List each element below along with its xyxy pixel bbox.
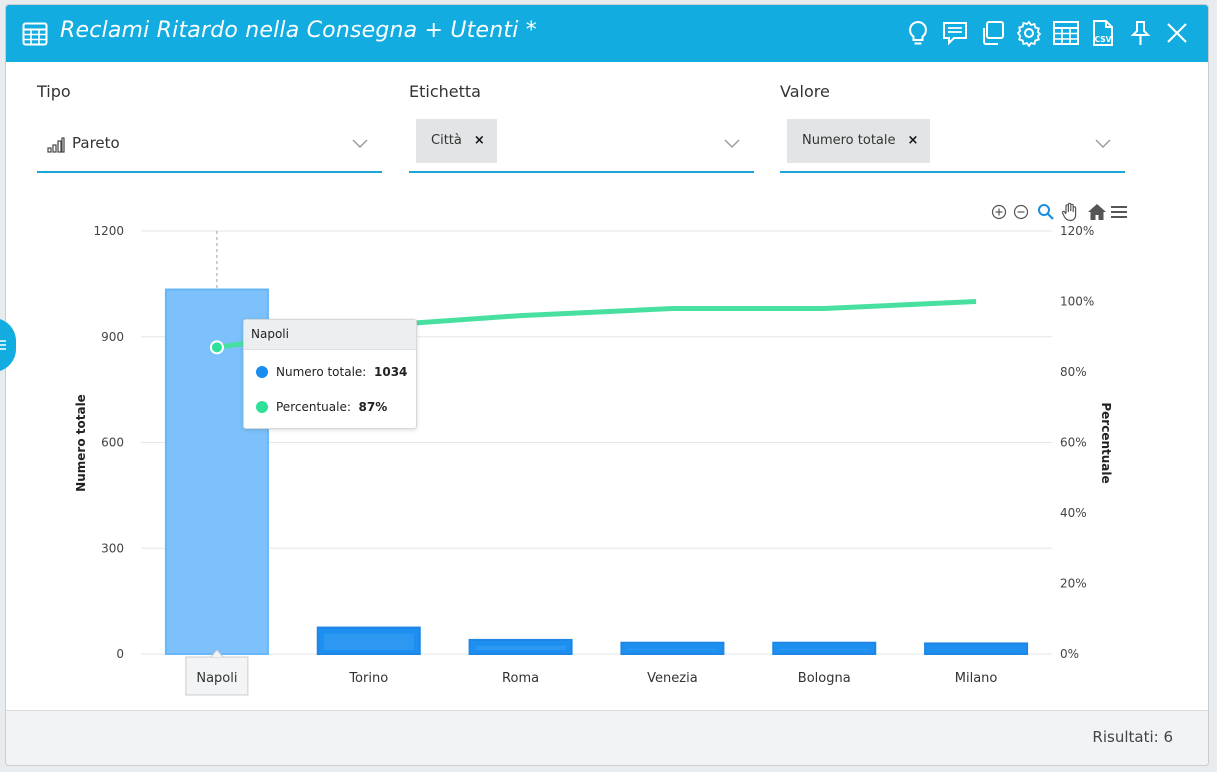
chart-toolbar (991, 202, 1131, 224)
etichetta-chip: Città × (416, 119, 497, 163)
table-icon[interactable] (1052, 19, 1080, 47)
tooltip-row2-label: Percentuale: (276, 400, 351, 414)
etichetta-label: Etichetta (409, 82, 481, 101)
y-tick-label: 900 (101, 330, 124, 344)
y-axis-title: Numero totale (74, 394, 88, 492)
y-tick-label: 600 (101, 436, 124, 450)
y2-tick-label: 40% (1060, 506, 1087, 520)
category-highlight-pointer (210, 649, 224, 658)
zoom-in-icon[interactable] (991, 204, 1007, 220)
valore-chip: Numero totale × (787, 119, 931, 163)
remove-chip-icon[interactable]: × (907, 133, 919, 148)
footer: Risultati: 6 (6, 710, 1208, 765)
home-icon[interactable] (1087, 203, 1107, 221)
tooltip-row1-label: Numero totale: (276, 365, 367, 379)
tooltip-title: Napoli (244, 320, 416, 350)
tipo-value: Pareto (72, 134, 120, 152)
x-tick-label: Roma (502, 671, 539, 686)
y-tick-label: 0 (116, 647, 124, 661)
bar (772, 641, 877, 656)
series-dot-icon (256, 366, 268, 378)
y2-tick-label: 60% (1060, 436, 1087, 450)
pin-icon[interactable] (1126, 19, 1154, 47)
bar-inner (475, 645, 566, 650)
tooltip-row-total: Numero totale: 1034 (256, 365, 407, 379)
percent-point (209, 340, 224, 355)
x-tick-label: Venezia (647, 671, 698, 686)
tipo-select[interactable]: Pareto (37, 117, 382, 173)
y-tick-label: 1200 (93, 224, 124, 238)
bar-inner (779, 648, 870, 650)
table-icon (22, 22, 48, 46)
svg-text:CSV: CSV (1095, 35, 1112, 44)
remove-chip-icon[interactable]: × (473, 133, 485, 148)
gear-icon[interactable] (1015, 19, 1043, 47)
y2-tick-label: 100% (1060, 295, 1094, 309)
menu-icon[interactable] (1110, 205, 1128, 219)
handle-lines-icon (0, 340, 6, 350)
x-tick-label: Torino (348, 671, 388, 686)
y2-axis-title: Percentuale (1099, 402, 1113, 483)
pan-icon[interactable] (1061, 202, 1079, 222)
side-panel-toggle[interactable] (0, 318, 16, 372)
window-title: Reclami Ritardo nella Consegna + Utenti … (60, 18, 537, 43)
x-tick-label: Milano (955, 671, 998, 686)
csv-icon[interactable]: CSV (1089, 19, 1117, 47)
close-icon[interactable] (1163, 19, 1191, 47)
valore-chip-label: Numero totale (802, 133, 896, 148)
y2-tick-label: 120% (1060, 224, 1094, 238)
chart-tooltip: Napoli Numero totale: 1034 Percentuale: … (243, 319, 417, 429)
series-dot-icon (256, 401, 268, 413)
valore-select[interactable]: Numero totale × (780, 117, 1125, 173)
lightbulb-icon[interactable] (904, 19, 932, 47)
pareto-chart[interactable]: 0 300 600 900 1200 0% 20% 40% 60% 80% 100% 120% Nume… (6, 195, 1209, 710)
results-count: Risultati: 6 (1092, 728, 1173, 746)
x-tick-label: Bologna (798, 671, 851, 686)
etichetta-select[interactable]: Città × (409, 117, 754, 173)
y2-tick-label: 0% (1060, 647, 1079, 661)
duplicate-icon[interactable] (978, 19, 1006, 47)
bar-inner (627, 648, 718, 650)
title-bar: Reclami Ritardo nella Consegna + Utenti … (6, 5, 1208, 62)
x-tick-label: Napoli (196, 671, 237, 686)
y-tick-label: 300 (101, 541, 124, 555)
tipo-label: Tipo (37, 82, 71, 101)
y2-tick-label: 20% (1060, 577, 1087, 591)
etichetta-chip-label: Città (431, 133, 462, 148)
bar-inner (931, 649, 1022, 650)
widget-window: Reclami Ritardo nella Consegna + Utenti … (5, 4, 1209, 766)
bar-chart-icon (47, 137, 65, 153)
zoom-out-icon[interactable] (1013, 204, 1029, 220)
zoom-select-icon[interactable] (1037, 203, 1055, 221)
y2-tick-label: 80% (1060, 365, 1087, 379)
bar (924, 642, 1029, 655)
category-highlight-box (185, 656, 249, 696)
chevron-down-icon[interactable] (352, 135, 368, 151)
tooltip-row1-value: 1034 (374, 365, 408, 379)
chevron-down-icon[interactable] (1095, 135, 1111, 151)
tooltip-row-percent: Percentuale: 87% (256, 400, 387, 414)
chevron-down-icon[interactable] (724, 135, 740, 151)
bar (620, 641, 725, 656)
tooltip-row2-value: 87% (358, 400, 388, 414)
valore-label: Valore (780, 82, 830, 101)
comment-icon[interactable] (941, 19, 969, 47)
bar-inner (323, 633, 414, 650)
